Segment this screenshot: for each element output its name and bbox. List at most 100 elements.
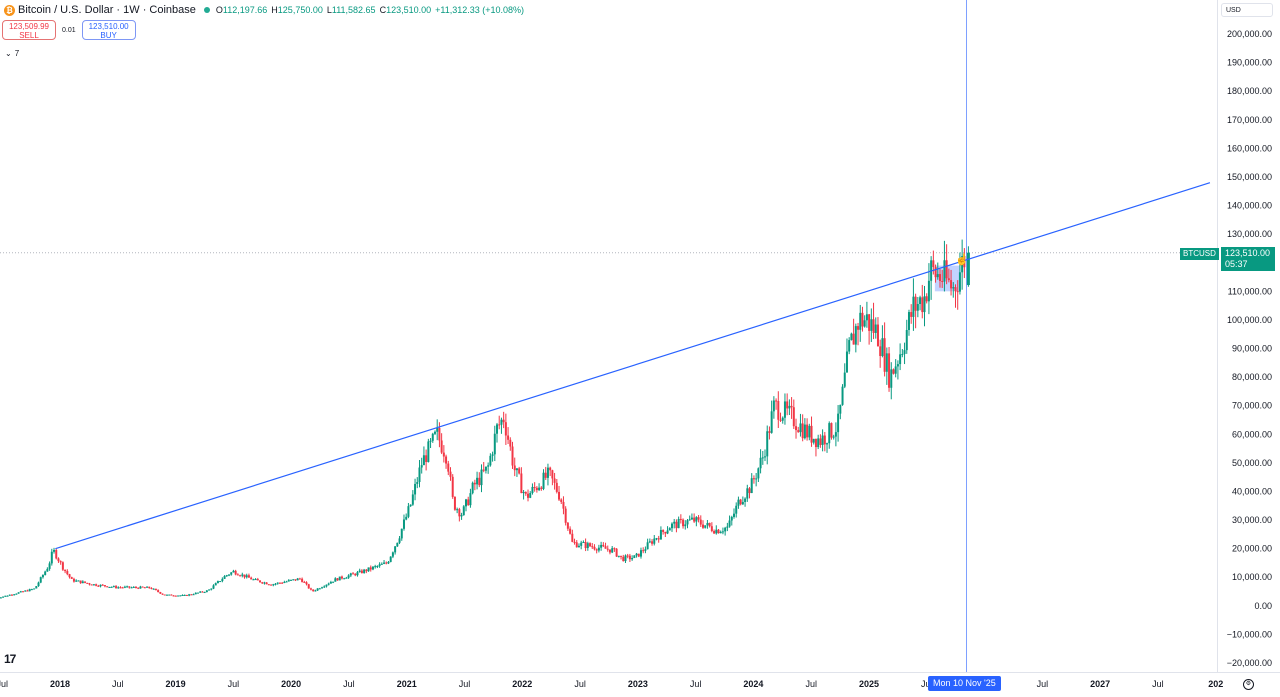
candle-body [245,575,248,578]
candle-body [26,590,29,592]
candle-body [950,280,953,289]
candle-body [830,423,833,438]
candle-body [728,520,731,527]
y-tick-label: −20,000.00 [1227,658,1272,668]
candle-body [910,312,913,317]
candle-body [688,519,691,521]
candle-body [710,526,713,532]
candle-body [340,576,343,579]
candle-body [876,324,879,347]
currency-select[interactable]: USD [1221,3,1273,17]
candle-body [633,555,636,558]
last-candle-body [966,252,970,286]
candle-body [134,586,137,588]
candle-body [383,562,386,564]
candle-body [719,531,722,534]
candle-body [314,590,317,592]
candle-body [287,580,290,582]
candle-body [531,486,534,494]
candle-body [212,585,215,589]
sell-button[interactable]: 123,509.99 SELL [2,20,56,40]
candle-body [615,548,618,557]
candle-body [631,557,634,560]
settings-icon[interactable]: ⚙ [1243,679,1254,690]
candle-body [927,280,930,302]
candle-body [438,427,441,441]
x-tick-label: Jul [1037,679,1049,689]
candle-body [349,573,352,576]
candle-body [411,494,414,505]
candle-body [354,573,357,576]
candle-body [101,584,104,586]
candle-body [777,401,780,420]
candle-body [210,588,213,590]
candle-body [336,578,339,581]
candle-body [573,541,576,543]
candle-body [163,594,166,596]
candle-body [608,549,611,553]
x-tick-label: Jul [1152,679,1164,689]
candle-body [309,588,312,590]
candle-body [64,569,67,572]
candle-body [701,524,704,528]
candle-body [958,272,961,292]
bar-countdown: 05:37 [1225,259,1248,269]
candle-body [544,472,547,478]
candle-body [59,561,62,563]
symbol-title[interactable]: Bitcoin / U.S. Dollar · 1W · Coinbase [18,4,196,16]
candle-body [626,555,629,557]
candle-body [427,441,430,463]
candle-body [46,568,49,572]
candle-body [110,586,113,588]
candle-body [460,515,463,517]
candle-body [203,592,206,594]
candle-body [318,588,321,590]
candle-body [108,586,111,588]
candle-body [925,296,928,302]
candle-body [378,564,381,567]
candle-body [737,499,740,506]
candle-body [121,587,124,589]
tradingview-logo[interactable]: 17 [4,652,16,666]
candle-body [292,579,295,581]
candle-body [369,567,372,570]
ohlc-item: O112,197.66 [216,5,267,15]
indicators-count: 7 [14,48,20,58]
candle-body [766,431,769,457]
candle-body [68,574,71,578]
candle-body [899,354,902,365]
candle-body [888,353,891,388]
x-tick-label: 2020 [281,679,301,689]
candle-body [442,452,445,457]
candle-body [916,304,919,311]
candle-body [431,433,434,441]
y-tick-label: 150,000.00 [1227,172,1272,182]
candle-body [524,491,527,494]
candle-body [896,364,899,367]
candle-body [584,542,587,549]
candle-body [706,522,709,526]
buy-button[interactable]: 123,510.00 BUY [81,20,136,40]
market-open-icon [203,7,210,13]
candle-body [400,528,403,539]
last-price-value: 123,510.00 [1225,248,1271,258]
candle-body [117,587,120,589]
y-tick-label: 0.00 [1254,601,1272,611]
candle-body [673,521,676,524]
candle-body [236,574,239,576]
indicators-toggle[interactable]: ⌄ 7 [2,46,22,60]
x-tick-label: Jul [112,679,124,689]
candle-body [112,586,115,588]
candle-body [225,575,228,577]
candle-body [593,546,596,550]
y-tick-label: 90,000.00 [1232,344,1272,354]
x-tick-label: Jul [805,679,817,689]
candle-body [808,425,811,438]
candle-body [845,351,848,373]
candle-body [232,570,235,573]
candle-body [35,586,38,589]
candle-body [620,555,623,557]
candle-body [418,467,421,482]
y-tick-label: 180,000.00 [1227,86,1272,96]
